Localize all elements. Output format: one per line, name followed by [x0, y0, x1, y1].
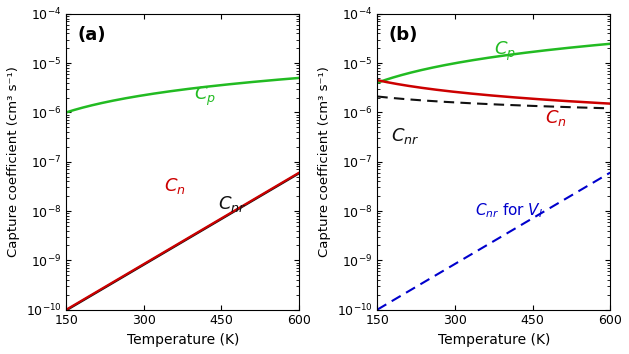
Text: $C_{nr}$: $C_{nr}$	[391, 126, 420, 146]
Text: $C_p$: $C_p$	[494, 40, 516, 63]
X-axis label: Temperature (K): Temperature (K)	[126, 333, 239, 347]
Text: (a): (a)	[78, 25, 106, 44]
Y-axis label: Capture coefficient (cm³ s⁻¹): Capture coefficient (cm³ s⁻¹)	[318, 66, 331, 257]
Text: $C_{nr}$ for $V_I$: $C_{nr}$ for $V_I$	[475, 201, 543, 219]
X-axis label: Temperature (K): Temperature (K)	[438, 333, 550, 347]
Text: (b): (b)	[389, 25, 418, 44]
Text: $C_n$: $C_n$	[164, 176, 186, 196]
Text: $C_p$: $C_p$	[194, 84, 216, 108]
Text: $C_{nr}$: $C_{nr}$	[218, 194, 246, 214]
Y-axis label: Capture coefficient (cm³ s⁻¹): Capture coefficient (cm³ s⁻¹)	[7, 66, 20, 257]
Text: $C_n$: $C_n$	[545, 108, 567, 128]
